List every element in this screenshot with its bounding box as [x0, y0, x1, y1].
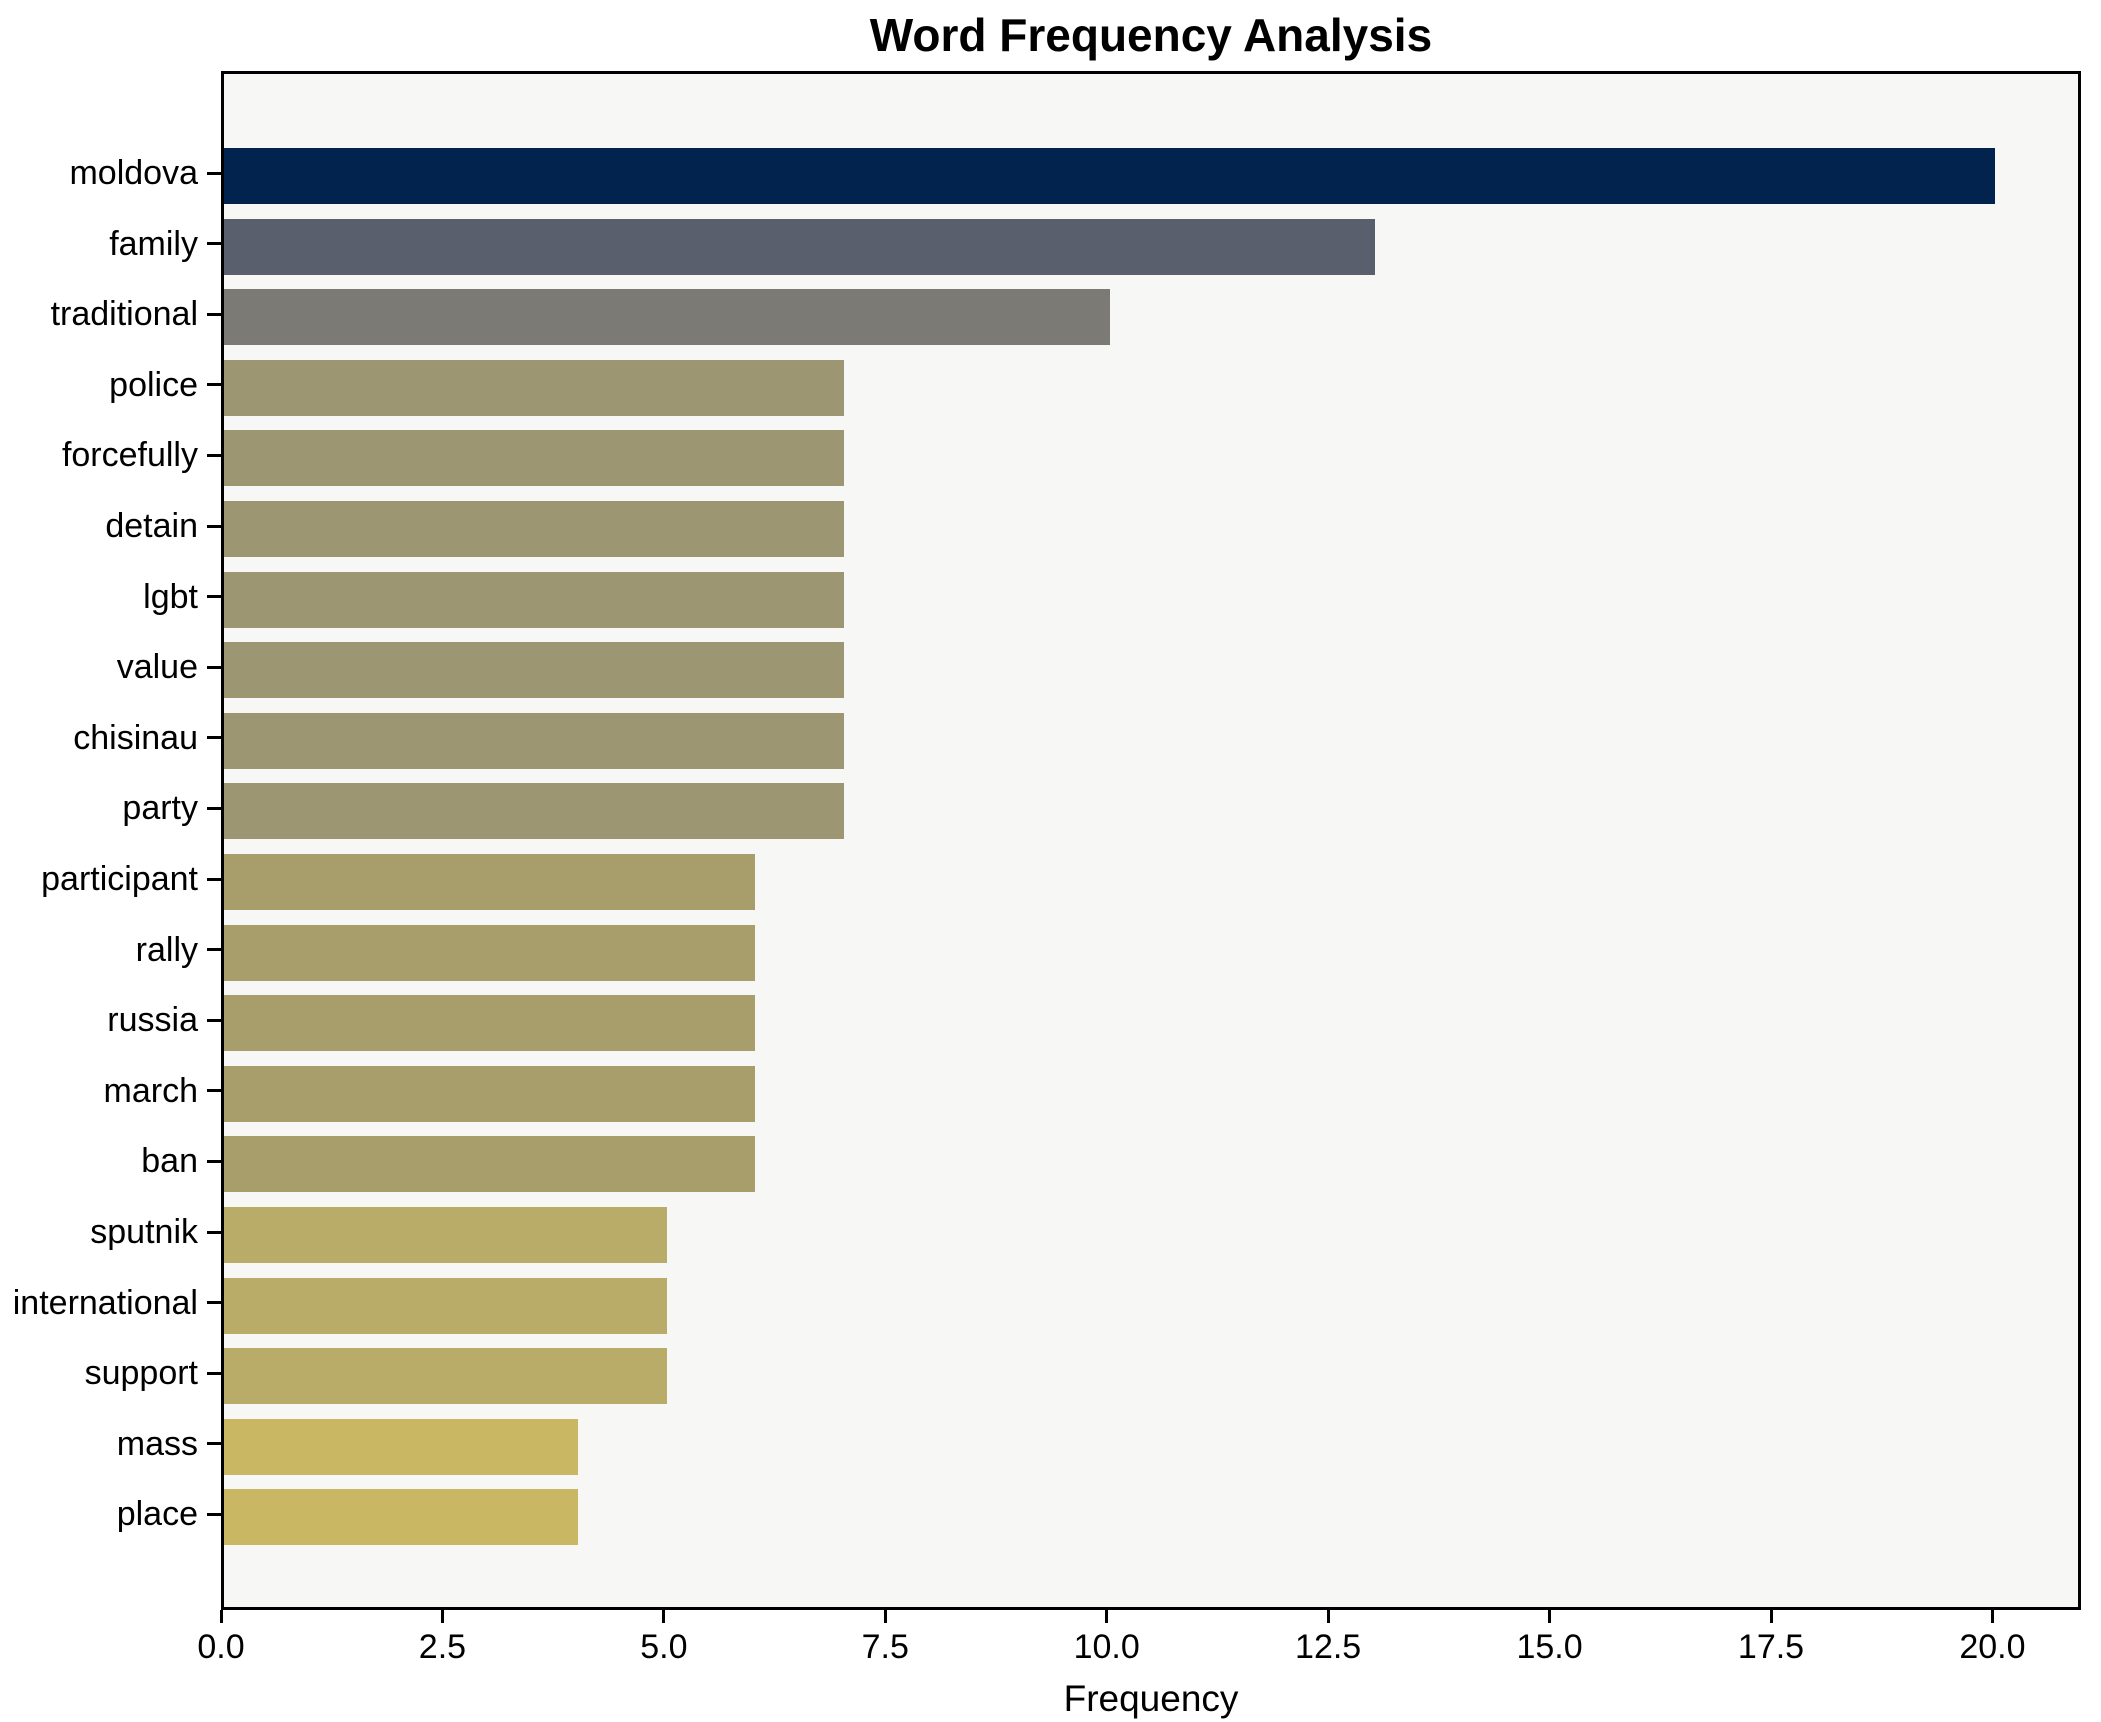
bar-party — [224, 783, 844, 840]
bar-march — [224, 1065, 756, 1122]
x-tick-mark — [1326, 1610, 1330, 1623]
y-tick-mark — [207, 948, 221, 952]
bar-participant — [224, 854, 756, 910]
x-tick-label-20.0: 20.0 — [1959, 1628, 2026, 1666]
y-tick-label-traditional: traditional — [50, 295, 198, 334]
x-tick-label-12.5: 12.5 — [1295, 1628, 1362, 1666]
y-tick-mark — [207, 242, 221, 246]
y-tick-mark — [207, 1230, 221, 1234]
bar-international — [224, 1277, 667, 1334]
bar-family — [224, 218, 1376, 275]
y-tick-label-chisinau: chisinau — [73, 718, 198, 757]
y-tick-mark — [207, 665, 221, 669]
y-tick-label-sputnik: sputnik — [90, 1213, 198, 1251]
y-tick-label-family: family — [109, 224, 198, 263]
x-tick-label-15.0: 15.0 — [1516, 1628, 1583, 1666]
x-tick-label-5.0: 5.0 — [640, 1628, 688, 1666]
bar-support — [224, 1348, 667, 1405]
y-tick-mark — [207, 312, 221, 316]
y-tick-label-participant: participant — [41, 860, 198, 898]
x-axis-label: Frequency — [1063, 1678, 1239, 1719]
bar-sputnik — [224, 1207, 667, 1263]
bar-traditional — [224, 289, 1110, 346]
y-tick-mark — [207, 877, 221, 881]
y-tick-mark — [207, 1159, 221, 1163]
x-tick-label-17.5: 17.5 — [1737, 1628, 1805, 1666]
y-tick-mark — [207, 806, 221, 810]
y-tick-mark — [207, 524, 221, 528]
bar-ban — [224, 1136, 756, 1193]
x-tick-mark — [440, 1610, 444, 1623]
bar-chisinau — [224, 712, 844, 769]
y-tick-label-mass: mass — [116, 1424, 198, 1463]
bar-forcefully — [224, 430, 844, 487]
y-tick-label-place: place — [116, 1495, 198, 1534]
x-tick-label-7.5: 7.5 — [861, 1628, 909, 1666]
x-tick-mark — [662, 1610, 666, 1623]
y-tick-label-march: march — [103, 1071, 198, 1110]
y-tick-label-lgbt: lgbt — [143, 577, 198, 616]
y-tick-mark — [207, 171, 221, 175]
y-tick-mark — [207, 1512, 221, 1516]
x-tick-mark — [219, 1610, 223, 1623]
bar-rally — [224, 924, 756, 981]
y-tick-label-rally: rally — [135, 930, 198, 969]
y-tick-label-moldova: moldova — [69, 154, 198, 192]
bar-detain — [224, 501, 844, 557]
y-tick-label-ban: ban — [141, 1142, 198, 1181]
x-tick-label-10.0: 10.0 — [1073, 1628, 1140, 1666]
y-tick-mark — [207, 1442, 221, 1446]
y-tick-label-police: police — [109, 365, 198, 404]
y-tick-mark — [207, 453, 221, 457]
bar-mass — [224, 1418, 579, 1475]
x-tick-mark — [1105, 1610, 1109, 1623]
x-tick-label-0.0: 0.0 — [197, 1628, 245, 1666]
y-tick-mark — [207, 383, 221, 387]
y-tick-mark — [207, 1089, 221, 1093]
y-tick-label-international: international — [12, 1283, 198, 1322]
y-tick-mark — [207, 595, 221, 599]
y-tick-label-support: support — [84, 1354, 198, 1393]
y-tick-label-russia: russia — [107, 1001, 198, 1040]
y-tick-mark — [207, 1371, 221, 1375]
bar-lgbt — [224, 571, 844, 628]
y-tick-mark — [207, 736, 221, 740]
bar-place — [224, 1489, 579, 1546]
y-tick-mark — [207, 1018, 221, 1022]
bar-moldova — [224, 148, 1996, 204]
plot-area — [221, 71, 2081, 1610]
y-tick-label-detain: detain — [105, 507, 198, 545]
bar-police — [224, 359, 844, 416]
x-tick-mark — [1548, 1610, 1552, 1623]
chart-title: Word Frequency Analysis — [869, 9, 1433, 61]
y-tick-label-party: party — [122, 789, 198, 828]
y-tick-label-value: value — [116, 648, 198, 687]
x-tick-mark — [883, 1610, 887, 1623]
y-tick-mark — [207, 1301, 221, 1305]
x-tick-label-2.5: 2.5 — [418, 1628, 467, 1666]
bar-russia — [224, 995, 756, 1052]
x-tick-mark — [1990, 1610, 1994, 1623]
y-tick-label-forcefully: forcefully — [61, 436, 198, 475]
x-tick-mark — [1769, 1610, 1773, 1623]
bar-value — [224, 642, 844, 699]
